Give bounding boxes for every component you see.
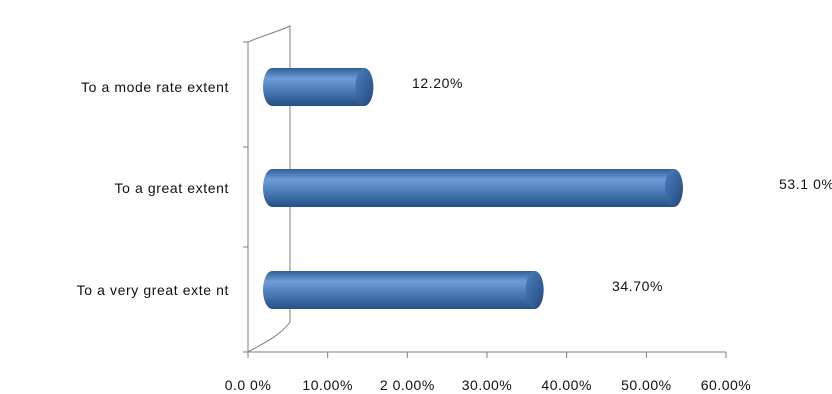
data-label: 53.1 0% <box>779 176 832 192</box>
bar-body <box>263 271 544 309</box>
bar <box>263 169 683 207</box>
x-tick-label: 2 0.00% <box>380 377 435 393</box>
data-label: 12.20% <box>412 75 463 91</box>
x-tick-label: 30.00% <box>462 377 512 393</box>
x-tick-label: 10.00% <box>302 377 352 393</box>
category-label: To a great extent <box>115 180 230 196</box>
data-label: 34.70% <box>612 278 663 294</box>
bar <box>263 68 374 106</box>
chart-frame <box>243 25 727 358</box>
x-tick-label: 40.00% <box>541 377 591 393</box>
category-label: To a mode rate extent <box>81 79 229 95</box>
bar-cap <box>525 271 544 309</box>
x-tick-label: 50.00% <box>621 377 671 393</box>
bar-cap <box>355 68 374 106</box>
x-tick-label: 0.0 0% <box>225 377 272 393</box>
bar <box>263 271 544 309</box>
category-label: To a very great exte nt <box>77 282 229 298</box>
bars-group <box>263 68 683 309</box>
x-tick-label: 60.00% <box>701 377 751 393</box>
bar-cap <box>664 169 683 207</box>
bar-body <box>263 169 683 207</box>
labels-group: 0.0 0% 10.00% 2 0.00% 30.00% 40.00% 50.00% 60.… <box>77 75 832 393</box>
bar-body <box>263 68 374 106</box>
